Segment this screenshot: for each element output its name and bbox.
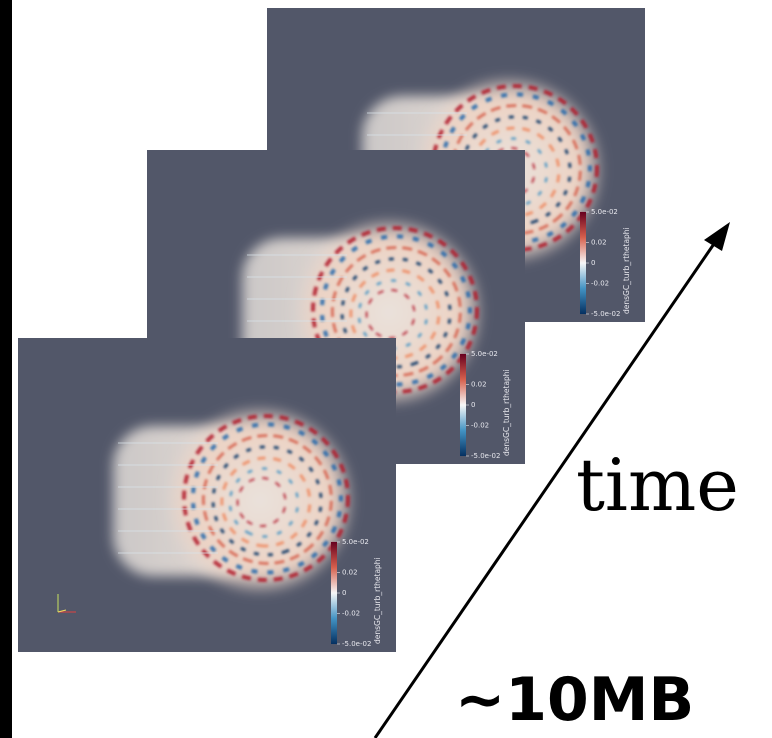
colorbar-title: densGC_turb_rthetaphi — [502, 369, 511, 456]
colorbar-tick-label: 0.02 — [471, 381, 487, 389]
colorbar-tick-label: -5.0e-02 — [471, 452, 500, 460]
colorbar-tick-label: 0.02 — [342, 569, 358, 577]
colorbar-tick-label: -5.0e-02 — [342, 640, 371, 648]
colorbar-tick-label: 0 — [591, 259, 595, 267]
colorbar-tick-label: 5.0e-02 — [471, 350, 498, 358]
colorbar-title: densGC_turb_rthetaphi — [622, 227, 631, 314]
colorbar — [460, 354, 466, 456]
colorbar-tick-label: 5.0e-02 — [591, 208, 618, 216]
figure: 5.0e-020.020-0.02-5.0e-02densGC_turb_rth… — [0, 0, 772, 738]
colorbar-tick-label: 0 — [471, 401, 475, 409]
colorbar-tick-label: -0.02 — [591, 279, 609, 287]
colorbar — [331, 542, 337, 644]
left-edge — [0, 0, 12, 738]
colorbar-tick-label: -0.02 — [471, 421, 489, 429]
time-label: time — [576, 443, 739, 527]
colorbar-tick-label: 0.02 — [591, 239, 607, 247]
arrow-head — [704, 222, 730, 251]
colorbar-tick-label: 5.0e-02 — [342, 538, 369, 546]
colorbar — [580, 212, 586, 314]
colorbar-tick-label: -5.0e-02 — [591, 310, 620, 318]
size-label: ~10MB — [455, 665, 694, 735]
colorbar-tick-label: -0.02 — [342, 609, 360, 617]
colorbar-tick-label: 0 — [342, 589, 346, 597]
colorbar-title: densGC_turb_rthetaphi — [373, 557, 382, 644]
